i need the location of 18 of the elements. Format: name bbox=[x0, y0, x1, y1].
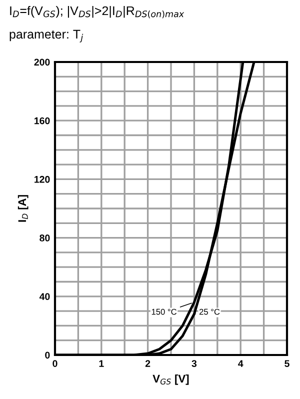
x-axis-title: V$_{GS}$ [V] bbox=[152, 374, 189, 385]
y-tick-label: 120 bbox=[34, 176, 50, 183]
chart-subtitle: parameter: T$_{j}$ bbox=[10, 30, 84, 42]
chart-title: I$_{D}$=f(V$_{GS}$); |V$_{DS}$|>2|I$_{D}$|R$_{DS(on)max}$ bbox=[10, 6, 184, 18]
x-tick-label: 5 bbox=[284, 360, 290, 367]
x-tick-label: 0 bbox=[52, 360, 58, 367]
x-tick-label: 3 bbox=[192, 360, 197, 368]
y-tick-label: 40 bbox=[39, 293, 50, 300]
legend-label: 25 °C bbox=[199, 308, 220, 315]
y-tick-label: 80 bbox=[40, 234, 50, 242]
series-label: 150 °C bbox=[152, 308, 177, 315]
x-tick-label: 1 bbox=[99, 360, 104, 367]
y-tick-label: 0 bbox=[45, 352, 50, 359]
x-tick-label: 2 bbox=[145, 360, 150, 367]
y-tick-label: 160 bbox=[34, 117, 50, 124]
x-tick-label: 4 bbox=[238, 360, 244, 367]
y-axis-title: I$_{D}$ [A] bbox=[18, 195, 28, 222]
y-tick-label: 200 bbox=[34, 58, 50, 66]
